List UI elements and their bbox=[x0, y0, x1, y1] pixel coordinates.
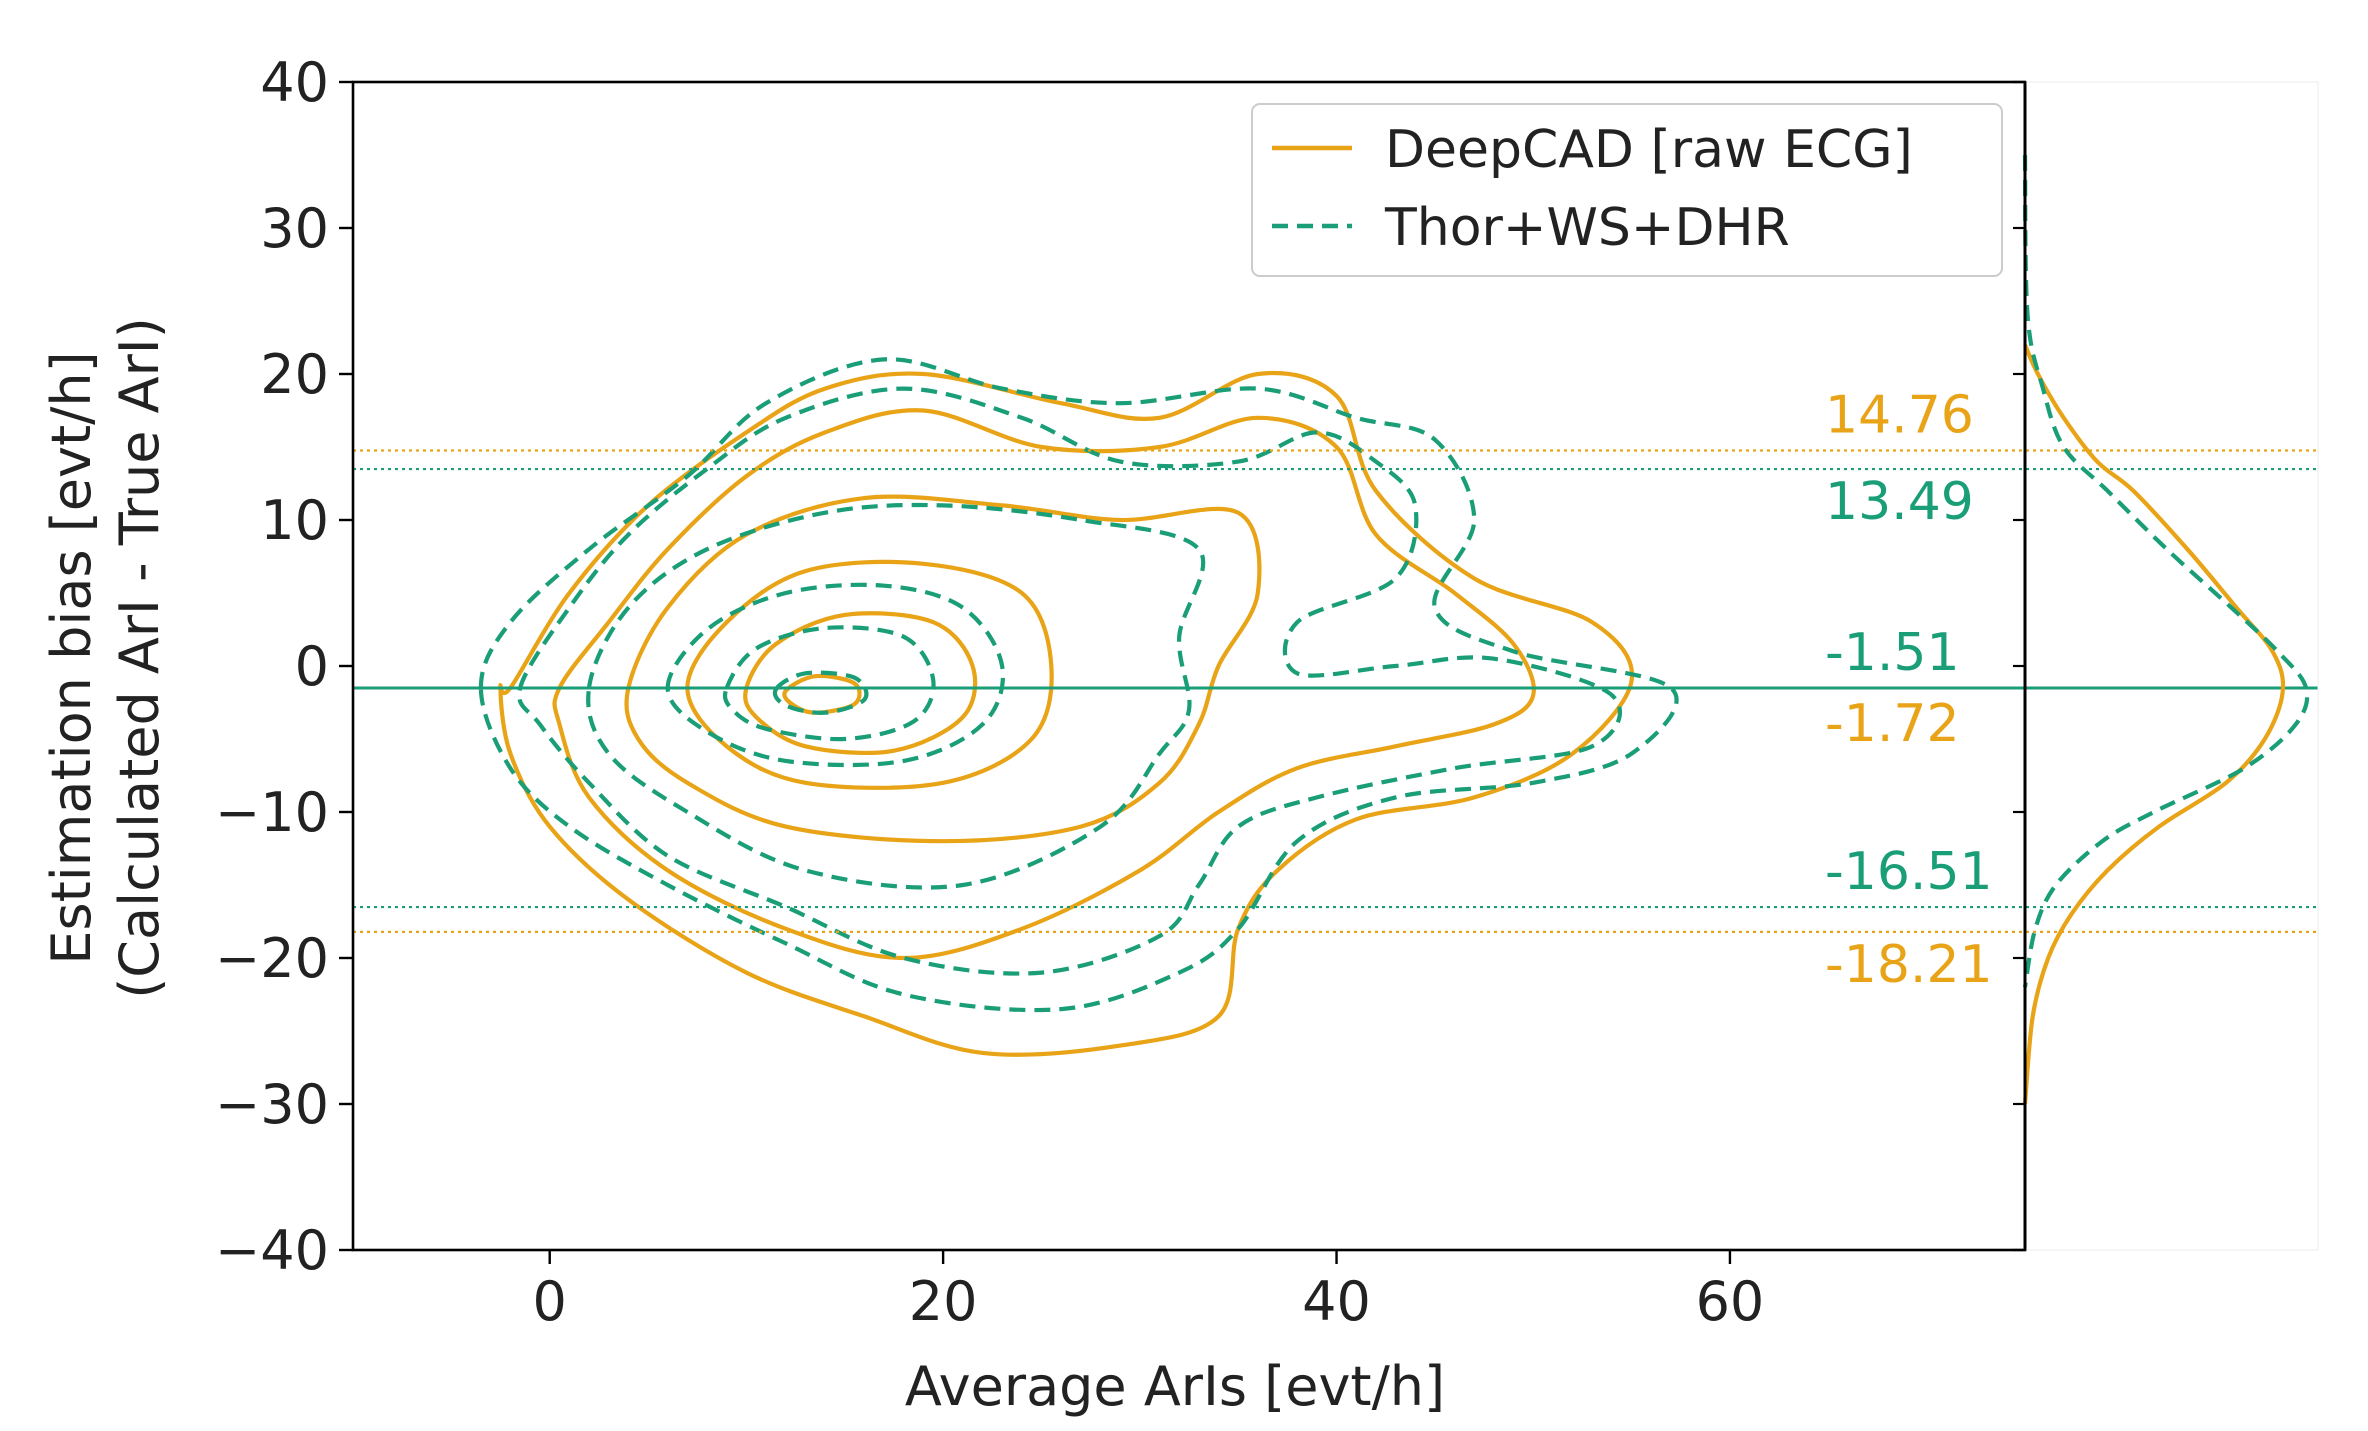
x-tick-label-40: 40 bbox=[1302, 1270, 1371, 1333]
contour-layer bbox=[478, 357, 1679, 1057]
annotation-label-2: 13.49 bbox=[1825, 472, 1974, 532]
legend-label-thor: Thor+WS+DHR bbox=[1384, 198, 1790, 258]
contour-deepcad-level-5 bbox=[743, 611, 978, 756]
annotation-label-3: -1.51 bbox=[1825, 623, 1960, 683]
annotation-label-4: -1.72 bbox=[1825, 694, 1960, 754]
y-tick-label-0: 0 bbox=[295, 635, 329, 698]
marginal-density-deepcad bbox=[2022, 343, 2286, 1105]
legend: DeepCAD [raw ECG] Thor+WS+DHR bbox=[1251, 103, 2003, 277]
y-tick-label--40: −40 bbox=[215, 1219, 329, 1282]
contour-deepcad-level-2 bbox=[552, 408, 1536, 961]
x-axis-label: Average ArIs [evt/h] bbox=[905, 1355, 1445, 1418]
contour-deepcad-level-1 bbox=[498, 370, 1635, 1057]
legend-label-deepcad: DeepCAD [raw ECG] bbox=[1385, 120, 1913, 180]
marginal-density-thor bbox=[2022, 154, 2310, 988]
y-tick-label--20: −20 bbox=[215, 927, 329, 990]
y-tick-label-30: 30 bbox=[260, 197, 329, 260]
y-tick-label--30: −30 bbox=[215, 1073, 329, 1136]
axes: 0 20 40 60 40 30 20 10 0 −10 −20 −30 −40 bbox=[215, 51, 2027, 1333]
contour-deepcad-level-6 bbox=[782, 673, 862, 715]
contour-thor-level-2 bbox=[517, 386, 1623, 976]
contour-thor-level-5 bbox=[722, 625, 936, 742]
contour-deepcad-level-3 bbox=[624, 494, 1262, 844]
axis-labels: Average ArIs [evt/h] Estimation bias [ev… bbox=[40, 317, 1445, 1418]
y-tick-label-20: 20 bbox=[260, 343, 329, 406]
contour-thor-level-4 bbox=[665, 582, 1005, 768]
y-tick-label-10: 10 bbox=[260, 489, 329, 552]
annotation-label-5: -16.51 bbox=[1825, 842, 1993, 902]
x-tick-label-0: 0 bbox=[533, 1270, 567, 1333]
annotations: 14.76 13.49 -1.51 -1.72 -16.51 -18.21 bbox=[1825, 386, 1993, 995]
annotation-label-1: 14.76 bbox=[1825, 386, 1974, 446]
x-tick-label-20: 20 bbox=[909, 1270, 978, 1333]
y-axis-label-line1: Estimation bias [evt/h] bbox=[40, 351, 103, 964]
y-tick-label-40: 40 bbox=[260, 51, 329, 114]
contour-deepcad-level-4 bbox=[685, 559, 1054, 790]
contour-thor-level-1 bbox=[478, 357, 1679, 1013]
contour-thor-level-6 bbox=[772, 670, 869, 715]
contour-thor-level-3 bbox=[586, 502, 1206, 890]
legend-box bbox=[1251, 103, 2003, 277]
y-axis-label-line2: (Calculated ArI - True ArI) bbox=[108, 317, 171, 999]
annotation-label-6: -18.21 bbox=[1825, 935, 1993, 995]
x-tick-label-60: 60 bbox=[1696, 1270, 1765, 1333]
reference-lines bbox=[353, 449, 2318, 933]
y-tick-label--10: −10 bbox=[215, 781, 329, 844]
